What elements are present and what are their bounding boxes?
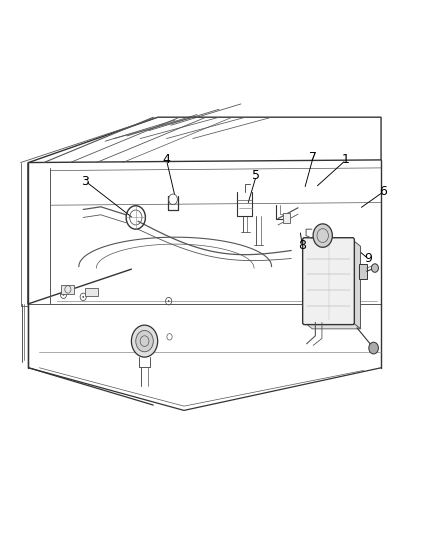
Circle shape: [136, 330, 153, 352]
FancyBboxPatch shape: [303, 238, 354, 325]
Circle shape: [63, 294, 64, 296]
FancyBboxPatch shape: [359, 264, 367, 279]
Circle shape: [369, 342, 378, 354]
FancyBboxPatch shape: [61, 285, 74, 294]
Text: 5: 5: [252, 169, 260, 182]
Text: 4: 4: [162, 154, 170, 166]
Circle shape: [82, 296, 84, 298]
Text: 9: 9: [364, 252, 372, 265]
Circle shape: [313, 224, 332, 247]
Text: 6: 6: [379, 185, 387, 198]
Text: 7: 7: [309, 151, 317, 164]
FancyBboxPatch shape: [283, 213, 290, 223]
Text: 1: 1: [342, 154, 350, 166]
Polygon shape: [304, 322, 360, 329]
Circle shape: [371, 264, 378, 272]
FancyBboxPatch shape: [85, 288, 98, 296]
Circle shape: [168, 300, 170, 302]
Text: 3: 3: [81, 175, 89, 188]
Text: 8: 8: [298, 239, 306, 252]
Circle shape: [131, 325, 158, 357]
Polygon shape: [353, 240, 360, 329]
